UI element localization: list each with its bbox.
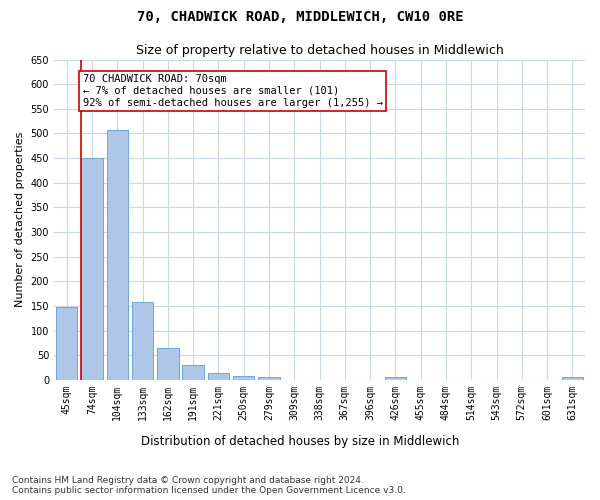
Text: Contains HM Land Registry data © Crown copyright and database right 2024.
Contai: Contains HM Land Registry data © Crown c…: [12, 476, 406, 495]
Bar: [182, 365, 204, 380]
Bar: [107, 130, 128, 380]
Bar: [56, 307, 77, 380]
Text: 70 CHADWICK ROAD: 70sqm
← 7% of detached houses are smaller (101)
92% of semi-de: 70 CHADWICK ROAD: 70sqm ← 7% of detached…: [83, 74, 383, 108]
Bar: [81, 158, 103, 380]
Text: 70, CHADWICK ROAD, MIDDLEWICH, CW10 0RE: 70, CHADWICK ROAD, MIDDLEWICH, CW10 0RE: [137, 10, 463, 24]
Bar: [258, 378, 280, 380]
Title: Size of property relative to detached houses in Middlewich: Size of property relative to detached ho…: [136, 44, 503, 57]
Bar: [562, 378, 583, 380]
Text: Distribution of detached houses by size in Middlewich: Distribution of detached houses by size …: [141, 435, 459, 448]
Bar: [233, 376, 254, 380]
Bar: [132, 302, 153, 380]
Bar: [385, 378, 406, 380]
Bar: [208, 374, 229, 380]
Bar: [157, 348, 179, 380]
Y-axis label: Number of detached properties: Number of detached properties: [15, 132, 25, 308]
